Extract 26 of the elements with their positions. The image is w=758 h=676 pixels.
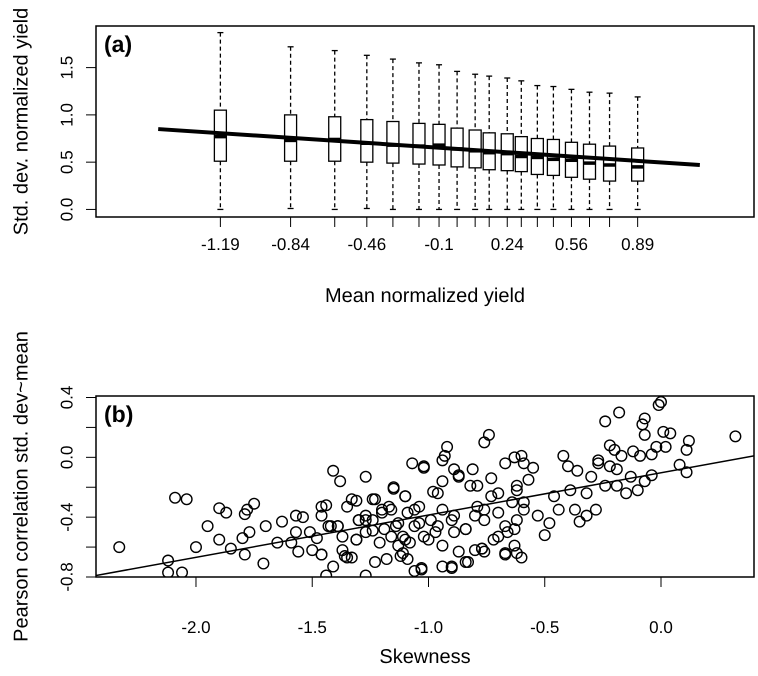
x-tick-label: 0.89 xyxy=(621,235,654,254)
x-tick-label: -0.84 xyxy=(271,235,310,254)
chart-title: (b) xyxy=(104,401,134,427)
x-axis-title: Mean normalized yield xyxy=(324,285,526,307)
x-tick-label: -1.0 xyxy=(414,618,444,637)
x-axis-title: Skewness xyxy=(379,646,471,668)
x-tick-label: -1.5 xyxy=(298,618,327,637)
y-axis-title: Std. dev. normalized yield xyxy=(10,8,32,236)
y-tick-label: 1.5 xyxy=(57,56,76,80)
y-tick-label: 1.0 xyxy=(57,103,76,127)
x-tick-label: -0.46 xyxy=(347,235,386,254)
y-axis-title: Pearson correlation std. dev~mean xyxy=(10,331,32,642)
x-tick-label: -2.0 xyxy=(181,618,211,637)
y-tick-label: 0.4 xyxy=(57,386,76,410)
x-tick-label: 0.24 xyxy=(490,235,524,254)
chart-title: (a) xyxy=(104,31,132,57)
x-tick-label: -0.5 xyxy=(530,618,560,637)
x-tick-label: -0.1 xyxy=(424,235,454,254)
x-tick-label: 0.56 xyxy=(554,235,588,254)
y-tick-label: 0.5 xyxy=(57,150,76,174)
y-tick-label: -0.4 xyxy=(57,502,76,532)
y-tick-label: -0.8 xyxy=(57,562,76,592)
x-tick-label: -1.19 xyxy=(201,235,240,254)
y-tick-label: 0.0 xyxy=(57,446,76,470)
y-tick-label: 0.0 xyxy=(57,198,76,222)
x-tick-label: 0.0 xyxy=(649,618,673,637)
